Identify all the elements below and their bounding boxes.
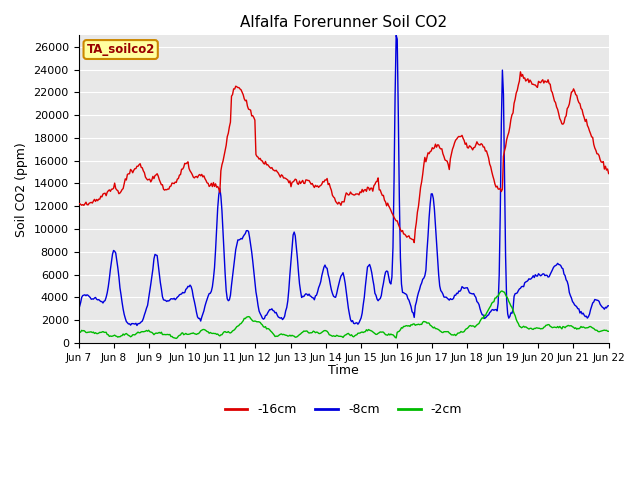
X-axis label: Time: Time bbox=[328, 364, 359, 377]
Text: TA_soilco2: TA_soilco2 bbox=[86, 43, 155, 56]
Y-axis label: Soil CO2 (ppm): Soil CO2 (ppm) bbox=[15, 142, 28, 237]
Title: Alfalfa Forerunner Soil CO2: Alfalfa Forerunner Soil CO2 bbox=[240, 15, 447, 30]
Legend: -16cm, -8cm, -2cm: -16cm, -8cm, -2cm bbox=[220, 398, 467, 421]
